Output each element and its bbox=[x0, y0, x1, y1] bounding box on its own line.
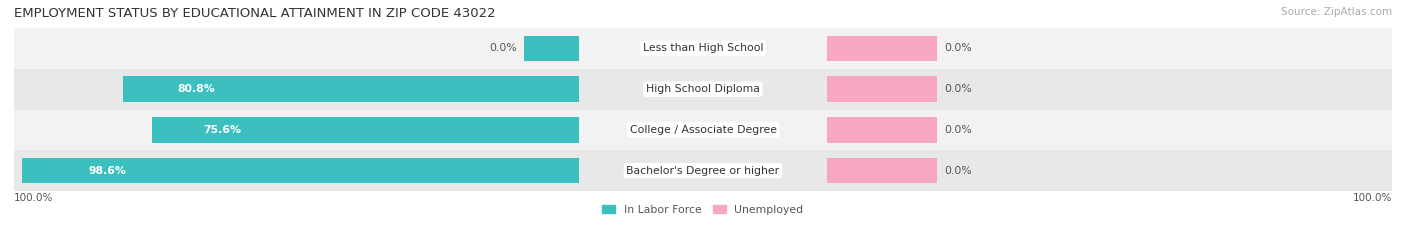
Bar bbox=[827, 117, 938, 143]
Text: 0.0%: 0.0% bbox=[489, 43, 517, 53]
Text: High School Diploma: High School Diploma bbox=[647, 84, 759, 94]
Bar bbox=[827, 76, 938, 102]
Bar bbox=[22, 158, 579, 183]
Text: Less than High School: Less than High School bbox=[643, 43, 763, 53]
Text: 0.0%: 0.0% bbox=[945, 125, 972, 135]
Text: 80.8%: 80.8% bbox=[177, 84, 215, 94]
Bar bbox=[14, 69, 1392, 110]
Bar bbox=[122, 76, 579, 102]
Bar bbox=[827, 158, 938, 183]
Bar bbox=[827, 36, 938, 61]
Text: 100.0%: 100.0% bbox=[1353, 193, 1392, 203]
Bar bbox=[524, 36, 579, 61]
Bar bbox=[152, 117, 579, 143]
Text: 0.0%: 0.0% bbox=[945, 166, 972, 176]
Bar bbox=[14, 110, 1392, 150]
Text: 100.0%: 100.0% bbox=[14, 193, 53, 203]
Text: EMPLOYMENT STATUS BY EDUCATIONAL ATTAINMENT IN ZIP CODE 43022: EMPLOYMENT STATUS BY EDUCATIONAL ATTAINM… bbox=[14, 7, 496, 20]
Text: 98.6%: 98.6% bbox=[89, 166, 127, 176]
Legend: In Labor Force, Unemployed: In Labor Force, Unemployed bbox=[603, 205, 803, 215]
Text: 0.0%: 0.0% bbox=[945, 84, 972, 94]
Text: 75.6%: 75.6% bbox=[202, 125, 242, 135]
Text: Bachelor's Degree or higher: Bachelor's Degree or higher bbox=[627, 166, 779, 176]
Text: 0.0%: 0.0% bbox=[945, 43, 972, 53]
Bar bbox=[14, 28, 1392, 69]
Text: College / Associate Degree: College / Associate Degree bbox=[630, 125, 776, 135]
Text: Source: ZipAtlas.com: Source: ZipAtlas.com bbox=[1281, 7, 1392, 17]
Bar bbox=[14, 150, 1392, 191]
